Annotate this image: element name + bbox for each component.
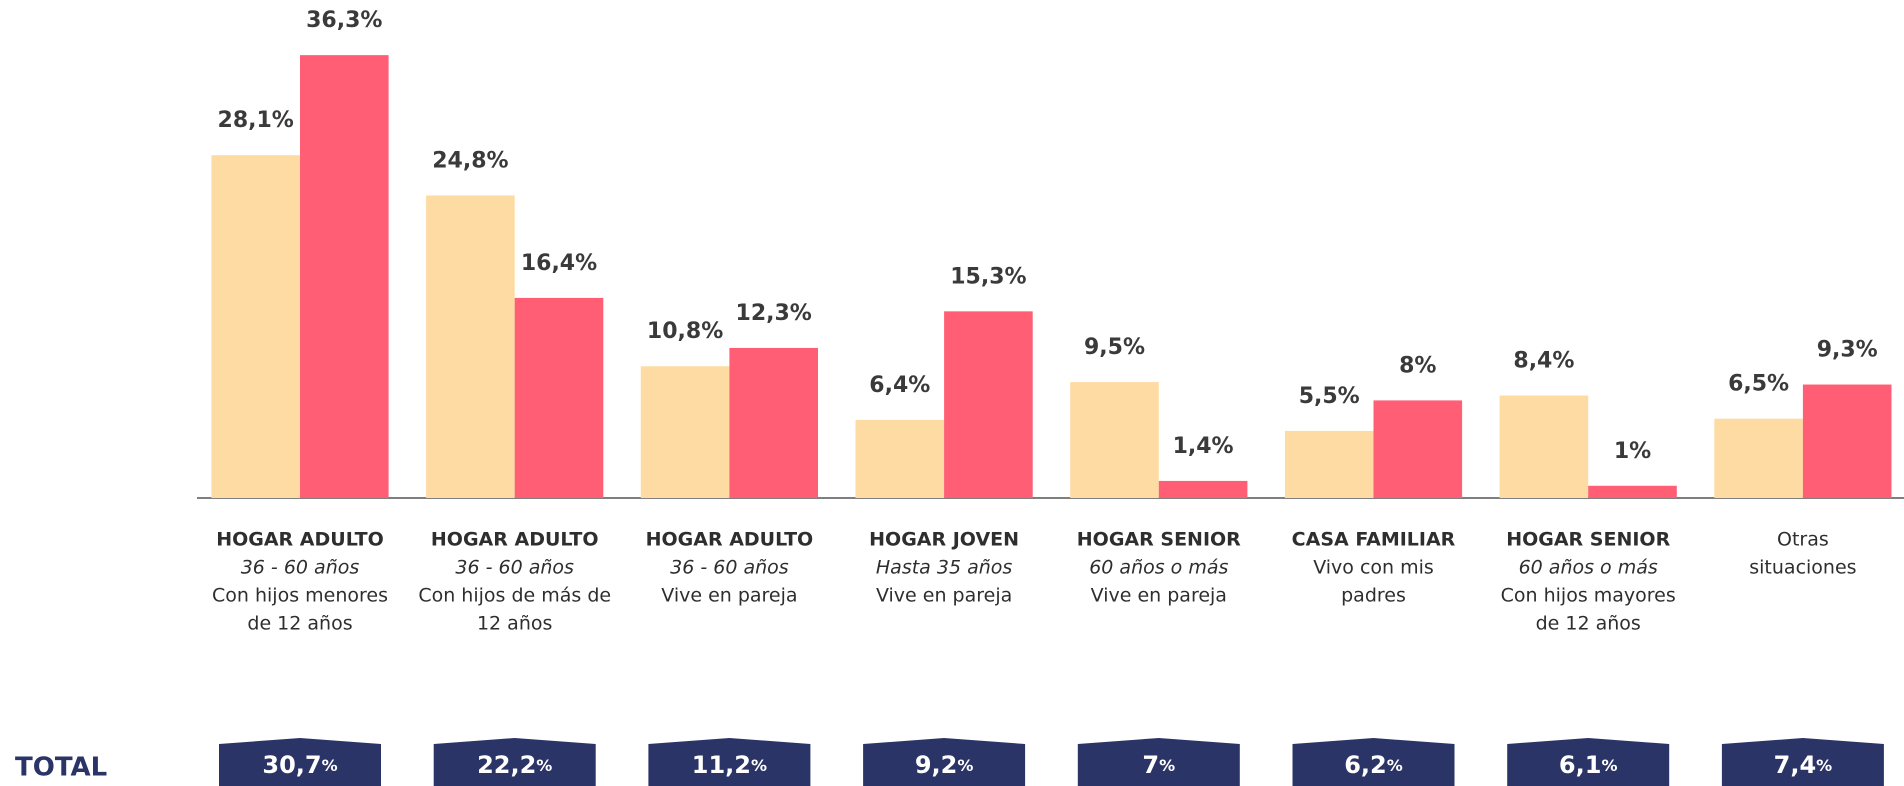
category-title: HOGAR SENIOR	[1077, 529, 1241, 551]
bar	[1499, 395, 1589, 498]
value-label: 6,4%	[869, 373, 930, 398]
category-subtitle: Hasta 35 años	[876, 557, 1012, 579]
total-unit: %	[957, 756, 973, 775]
category-description: 12 años	[477, 613, 552, 635]
total-value: 11,2%	[692, 751, 767, 779]
value-label: 6,5%	[1728, 372, 1789, 397]
value-label: 24,8%	[432, 148, 508, 173]
total-value: 7%	[1142, 751, 1175, 779]
category-description: de 12 años	[247, 613, 352, 635]
total-unit: %	[1816, 756, 1832, 775]
total-value-label: 30,7	[262, 751, 321, 779]
total-value-label: 7,4	[1774, 751, 1817, 779]
total-unit: %	[751, 756, 767, 775]
category-description: padres	[1341, 585, 1406, 607]
bar	[1802, 384, 1892, 498]
total-unit: %	[1601, 756, 1617, 775]
value-label: 9,5%	[1084, 335, 1145, 360]
total-value-label: 11,2	[692, 751, 751, 779]
bar	[1158, 480, 1248, 498]
value-label: 15,3%	[950, 264, 1026, 289]
category-description: Con hijos menores	[212, 585, 388, 607]
total-badge	[1077, 738, 1240, 786]
totals-label: TOTAL	[15, 753, 107, 783]
total-value-label: 9,2	[915, 751, 958, 779]
category-description: Vive en pareja	[1091, 585, 1227, 607]
total-value-label: 22,2	[477, 751, 536, 779]
bar	[300, 55, 389, 498]
category-description: Vive en pareja	[876, 585, 1012, 607]
bar	[855, 419, 945, 498]
category-subtitle: 36 - 60 años	[670, 557, 789, 579]
category-subtitle: 60 años o más	[1519, 557, 1658, 579]
total-value: 22,2%	[477, 751, 552, 779]
total-badge	[219, 738, 381, 786]
total-unit: %	[536, 756, 552, 775]
bar	[211, 155, 300, 498]
bar	[1588, 485, 1677, 498]
category-description: Vive en pareja	[661, 585, 797, 607]
total-unit: %	[1387, 756, 1403, 775]
category-title: HOGAR ADULTO	[431, 529, 599, 551]
total-value-label: 6,2	[1344, 751, 1387, 779]
category-title: HOGAR ADULTO	[216, 529, 384, 551]
total-badge	[433, 738, 596, 786]
total-value: 7,4%	[1774, 751, 1833, 779]
bar	[514, 297, 604, 498]
value-label: 8%	[1399, 353, 1436, 378]
category-description: Con hijos de más de	[418, 585, 611, 607]
category-description: Otras	[1777, 529, 1829, 551]
category-title: HOGAR ADULTO	[646, 529, 814, 551]
category-title: CASA FAMILIAR	[1292, 529, 1456, 551]
total-value: 6,1%	[1559, 751, 1618, 779]
bar	[1373, 400, 1463, 498]
value-label: 12,3%	[736, 301, 812, 326]
total-value-label: 6,1	[1559, 751, 1602, 779]
value-label: 28,1%	[218, 108, 294, 133]
bar	[1284, 430, 1374, 498]
category-title: HOGAR JOVEN	[869, 529, 1019, 551]
total-badge	[1507, 738, 1670, 786]
bar	[1714, 418, 1803, 498]
total-badge	[863, 738, 1026, 786]
bar	[1070, 382, 1159, 498]
total-badge	[1292, 738, 1455, 786]
category-title: HOGAR SENIOR	[1506, 529, 1670, 551]
category-subtitle: 36 - 60 años	[455, 557, 574, 579]
total-badge	[1721, 738, 1884, 786]
value-label: 8,4%	[1513, 349, 1574, 374]
bar	[729, 347, 818, 498]
category-description: Con hijos mayores	[1501, 585, 1676, 607]
category-description: de 12 años	[1536, 613, 1641, 635]
total-value: 30,7%	[262, 751, 337, 779]
total-value: 9,2%	[915, 751, 974, 779]
bar	[640, 366, 730, 498]
category-description: situaciones	[1749, 557, 1856, 579]
category-subtitle: 36 - 60 años	[241, 557, 360, 579]
value-label: 16,4%	[521, 251, 597, 276]
value-label: 9,3%	[1817, 338, 1878, 363]
total-unit: %	[1159, 756, 1175, 775]
value-label: 36,3%	[306, 8, 382, 33]
value-label: 5,5%	[1299, 384, 1360, 409]
total-badge	[648, 738, 811, 786]
value-label: 1,4%	[1173, 434, 1234, 459]
category-description: Vivo con mis	[1313, 557, 1434, 579]
total-value-label: 7	[1142, 751, 1159, 779]
total-unit: %	[322, 756, 338, 775]
total-value: 6,2%	[1344, 751, 1403, 779]
bar	[944, 311, 1033, 498]
value-label: 10,8%	[647, 319, 723, 344]
value-label: 1%	[1614, 439, 1651, 464]
bar	[426, 195, 515, 498]
category-subtitle: 60 años o más	[1089, 557, 1228, 579]
